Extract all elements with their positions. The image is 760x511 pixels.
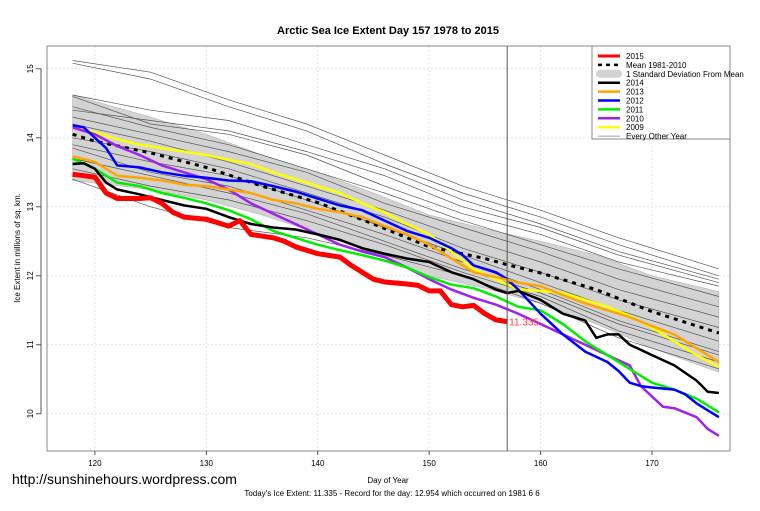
other-year-line xyxy=(72,106,719,297)
mean-line xyxy=(72,132,720,335)
other-year-line xyxy=(72,96,719,287)
other-year-line xyxy=(72,109,719,284)
other-year-line xyxy=(72,168,720,363)
x-tick-label: 160 xyxy=(534,459,548,468)
y-tick-label: 11 xyxy=(26,340,35,349)
chart-title: Arctic Sea Ice Extent Day 157 1978 to 20… xyxy=(277,25,499,37)
other-year-line xyxy=(72,94,719,280)
y-tick-label: 14 xyxy=(26,133,35,142)
other-year-line xyxy=(72,123,719,318)
x-axis-label: Day of Year xyxy=(367,476,409,485)
other-year-line xyxy=(72,137,719,328)
chart-subtitle: Today's Ice Extent: 11.335 - Record for … xyxy=(244,489,540,498)
watermark-url[interactable]: http://sunshinehours.wordpress.com xyxy=(12,471,237,487)
other-year-line xyxy=(72,116,719,308)
x-tick-label: 140 xyxy=(311,459,325,468)
series-line-2010 xyxy=(72,126,720,437)
legend-label: 2011 xyxy=(626,105,644,114)
current-value-label: 11.335 xyxy=(509,318,539,329)
mean-1981-2010-line xyxy=(72,132,720,335)
legend-label: 2009 xyxy=(626,123,644,132)
legend-label: Every Other Year xyxy=(626,132,687,141)
other-year-line xyxy=(72,60,720,270)
y-tick-label: 13 xyxy=(26,202,35,211)
x-tick-label: 170 xyxy=(645,459,659,468)
legend-label: 2014 xyxy=(626,79,644,88)
series-line-2012 xyxy=(72,124,720,419)
x-axis: 120 130 140 150 160 170 xyxy=(88,451,659,468)
y-tick-label: 12 xyxy=(26,271,35,280)
x-tick-label: 150 xyxy=(422,459,436,468)
legend-label: 2013 xyxy=(626,88,644,97)
other-years xyxy=(72,60,720,370)
y-axis: 10 11 12 13 14 15 xyxy=(26,64,42,418)
legend-label: 2012 xyxy=(626,97,644,106)
series-line-2015 xyxy=(72,171,508,325)
legend-label: 1 Standard Deviation From Mean xyxy=(626,70,744,79)
legend-label: 2015 xyxy=(626,52,644,61)
y-tick-label: 10 xyxy=(26,409,35,418)
plot-frame xyxy=(46,45,731,452)
other-year-line xyxy=(72,147,720,352)
series-line-2009 xyxy=(72,126,720,368)
legend-swatch xyxy=(596,69,622,78)
y-axis-label: Ice Extent in millions of sq. km. xyxy=(13,193,22,303)
series-line-2013 xyxy=(72,155,720,364)
y-tick-label: 15 xyxy=(26,64,35,73)
series-line-2011 xyxy=(72,157,720,414)
other-year-line xyxy=(72,158,720,356)
series-lines xyxy=(72,124,720,437)
x-tick-label: 120 xyxy=(88,459,102,468)
x-tick-label: 130 xyxy=(200,459,214,468)
legend-label: Mean 1981-2010 xyxy=(626,61,687,70)
other-year-line xyxy=(72,62,720,277)
legend-label: 2010 xyxy=(626,114,644,123)
